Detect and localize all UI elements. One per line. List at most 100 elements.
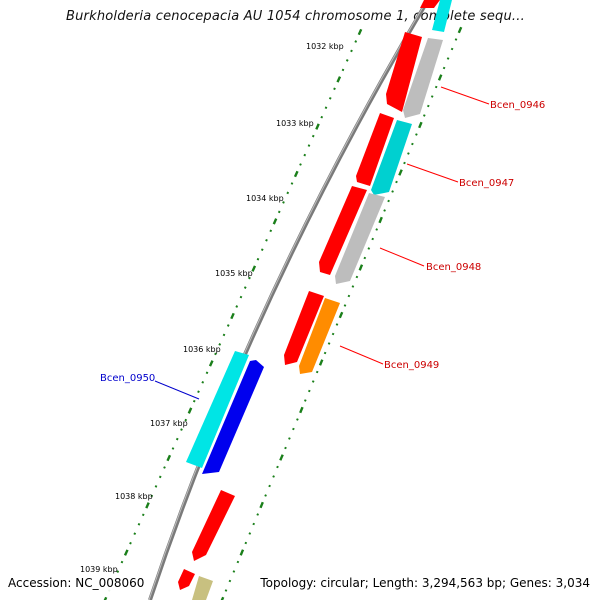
ruler-minor-tick	[236, 560, 240, 564]
ruler-minor-tick	[311, 134, 315, 138]
ruler-minor-tick	[341, 68, 345, 72]
gene-label[interactable]: Bcen_0950	[100, 373, 155, 384]
leader-line	[339, 345, 384, 365]
ruler-minor-tick	[407, 152, 410, 155]
ruler-minor-tick	[323, 351, 327, 355]
ruler-minor-tick	[286, 191, 290, 195]
ruler-minor-tick	[299, 163, 302, 166]
ruler-major-tick	[338, 311, 344, 319]
ruler-major-tick	[457, 26, 463, 34]
gene-leader-lines	[154, 86, 490, 400]
gene-feature[interactable]	[403, 38, 443, 118]
ruler-major-tick	[145, 502, 150, 509]
ruler-minor-tick	[320, 115, 324, 119]
gene-feature[interactable]	[178, 569, 195, 590]
gene-feature[interactable]	[192, 576, 213, 600]
ruler-minor-tick	[350, 49, 353, 53]
ruler-minor-tick	[222, 333, 226, 337]
ruler-major-tick	[103, 596, 108, 600]
gene-feature[interactable]	[299, 298, 340, 374]
ruler-minor-tick	[383, 209, 386, 212]
ruler-minor-tick	[228, 579, 232, 583]
gene-feature[interactable]	[420, 0, 440, 8]
ruler-minor-tick	[248, 276, 251, 280]
ruler-minor-tick	[345, 59, 349, 62]
ruler-minor-tick	[347, 294, 351, 298]
ruler-minor-tick	[367, 247, 371, 250]
ruler-minor-tick	[446, 57, 450, 60]
ruler-minor-tick	[430, 95, 434, 98]
genome-backbone-highlight	[148, 0, 428, 600]
ruler-minor-tick	[226, 324, 230, 327]
gene-feature[interactable]	[186, 351, 249, 468]
ruler-minor-tick	[141, 513, 145, 517]
ruler-major-tick	[398, 169, 403, 176]
ruler-major-tick	[378, 216, 383, 224]
ruler-major-tick	[299, 406, 304, 414]
ruler-minor-tick	[235, 305, 239, 308]
ruler-minor-tick	[442, 66, 446, 70]
ruler-major-tick	[230, 312, 235, 320]
ruler-minor-tick	[268, 484, 271, 488]
ruler-major-tick	[208, 360, 214, 367]
ruler-major-tick	[187, 407, 193, 414]
leader-line	[440, 86, 490, 105]
ruler-label: 1033 kbp	[276, 119, 314, 128]
ruler-minor-tick	[327, 342, 331, 345]
gene-feature[interactable]	[432, 0, 452, 32]
gene-label[interactable]: Bcen_0948	[426, 262, 481, 273]
ruler-minor-tick	[248, 532, 252, 535]
ruler-labels: 1032 kbp 1033 kbp 1034 kbp 1035 kbp 1036…	[80, 42, 344, 574]
genome-backbone	[148, 0, 430, 600]
ruler-minor-tick	[328, 96, 332, 100]
ruler-minor-tick	[292, 427, 295, 431]
ruler-minor-tick	[315, 370, 319, 374]
ruler-major-tick	[357, 28, 363, 36]
ruler-minor-tick	[265, 238, 268, 242]
ruler-minor-tick	[426, 104, 430, 108]
ruler-minor-tick	[154, 485, 158, 488]
ruler-major-tick	[358, 264, 364, 271]
ruler-minor-tick	[192, 399, 196, 403]
leader-line	[154, 380, 200, 400]
gene-feature[interactable]	[319, 186, 367, 275]
ruler-minor-tick	[264, 494, 267, 497]
ruler-minor-tick	[272, 475, 275, 478]
ruler-minor-tick	[214, 352, 217, 356]
ruler-major-tick	[437, 74, 443, 81]
ruler-minor-tick	[422, 114, 426, 117]
ruler-minor-tick	[290, 182, 294, 185]
ruler-label: 1036 kbp	[183, 345, 221, 354]
ruler-minor-tick	[307, 389, 311, 393]
gene-feature[interactable]	[192, 490, 235, 561]
ruler-minor-tick	[269, 229, 273, 233]
ruler-minor-tick	[163, 466, 166, 469]
ruler-minor-tick	[296, 418, 299, 421]
ruler-minor-tick	[311, 380, 315, 383]
ruler-label: 1039 kbp	[80, 565, 118, 574]
ruler-minor-tick	[276, 465, 279, 469]
ruler-minor-tick	[158, 475, 162, 479]
ruler-minor-tick	[284, 446, 287, 450]
ruler-major-tick	[336, 76, 342, 83]
gene-label[interactable]: Bcen_0949	[384, 360, 439, 371]
ruler-minor-tick	[224, 589, 228, 592]
ruler-minor-tick	[201, 380, 205, 384]
gene-label[interactable]: Bcen_0947	[459, 178, 514, 189]
ruler-minor-tick	[333, 87, 336, 91]
gene-feature[interactable]	[202, 360, 264, 474]
ruler-minor-tick	[403, 161, 406, 165]
ruler-minor-tick	[116, 570, 120, 573]
genome-title: Burkholderia cenocepacia AU 1054 chromos…	[66, 9, 525, 24]
gene-feature[interactable]	[371, 120, 412, 195]
gene-feature[interactable]	[356, 113, 394, 186]
gene-feature[interactable]	[335, 193, 385, 284]
gene-feature[interactable]	[386, 32, 422, 112]
ruler-minor-tick	[277, 210, 281, 214]
gene-label[interactable]: Bcen_0946	[490, 100, 545, 111]
ruler-minor-tick	[288, 437, 291, 440]
gene-feature[interactable]	[284, 291, 324, 365]
ruler-major-tick	[279, 454, 284, 461]
